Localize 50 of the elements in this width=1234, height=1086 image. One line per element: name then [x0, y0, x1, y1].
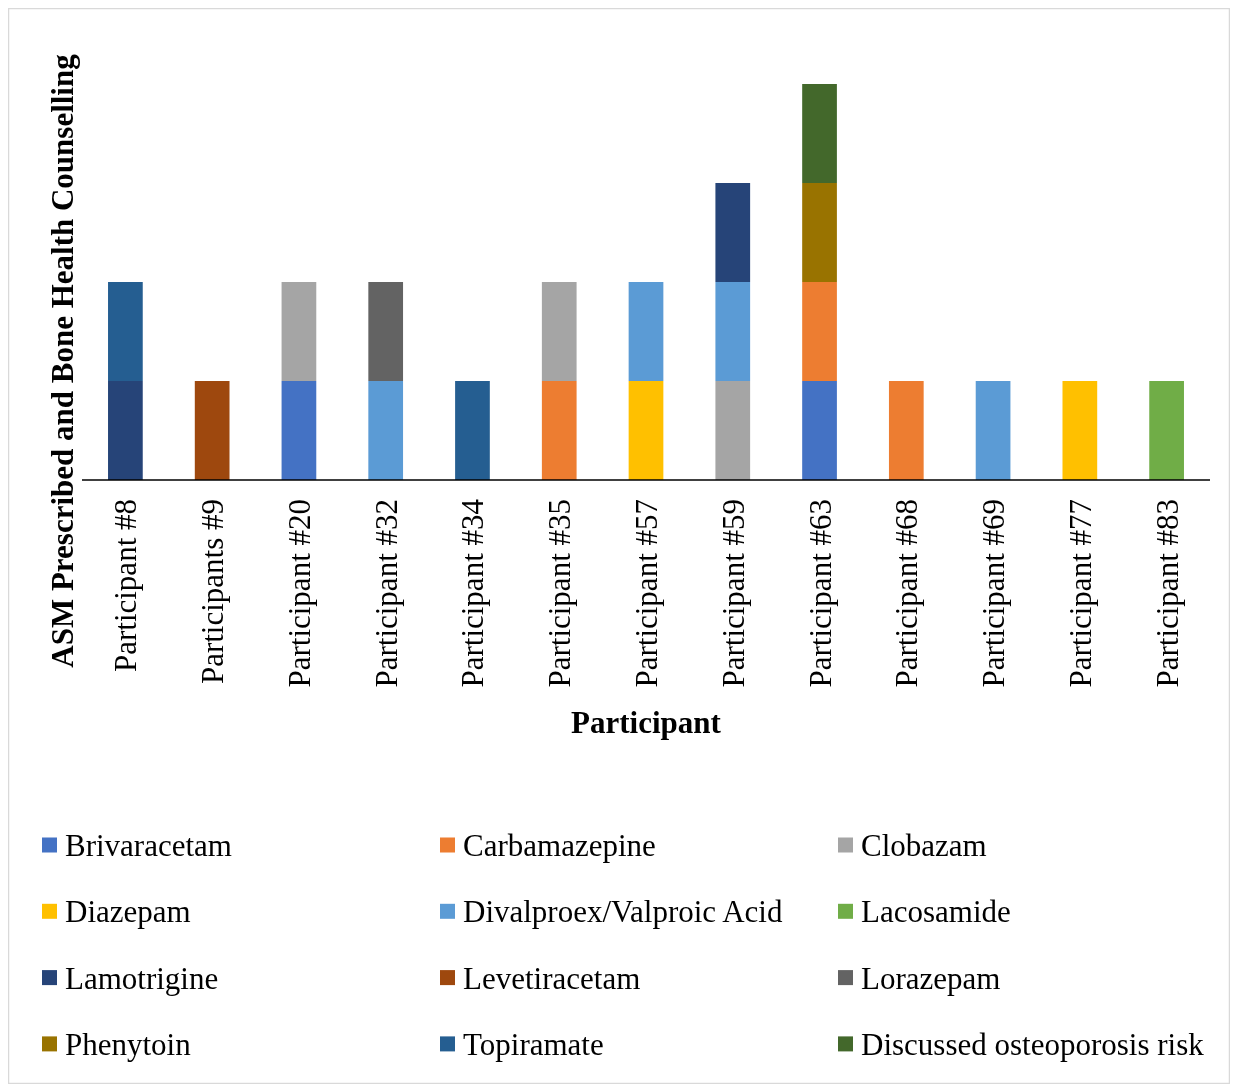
legend-label: Carbamazepine: [463, 827, 656, 863]
bar: [802, 84, 837, 183]
x-tick-label: Participant #35: [541, 499, 577, 688]
x-tick-label: Participant #69: [975, 499, 1011, 688]
x-tick-label: Participant #32: [368, 499, 404, 688]
x-tick-label: Participant #20: [281, 499, 317, 688]
bar: [368, 282, 404, 381]
legend-label: Lamotrigine: [65, 960, 219, 996]
x-tick-label: Participant #8: [107, 499, 143, 673]
bar: [628, 282, 664, 381]
legend-label: Diazepam: [65, 893, 191, 929]
bar: [715, 183, 751, 282]
bar: [802, 183, 837, 282]
bar: [281, 282, 317, 381]
legend-label: Levetiracetam: [463, 960, 641, 996]
x-tick-label: Participant #57: [628, 499, 664, 688]
bar: [1149, 381, 1184, 480]
x-tick-label: Participant #34: [454, 498, 490, 688]
bar: [802, 282, 837, 381]
x-tick-label: Participant #83: [1149, 499, 1185, 688]
bar: [455, 381, 490, 480]
legend-label: Topiramate: [463, 1026, 604, 1062]
legend-label: Divalproex/Valproic Acid: [463, 893, 783, 929]
x-tick-label: Participants #9: [194, 499, 230, 685]
x-tick-label: Participant #68: [888, 499, 924, 688]
bar: [108, 282, 143, 381]
bar: [1062, 381, 1098, 480]
bar: [541, 282, 577, 381]
legend-label: Phenytoin: [65, 1026, 192, 1062]
x-tick-label: Participant #77: [1062, 499, 1098, 688]
x-tick-label: Participant #59: [715, 499, 751, 688]
legend-label: Clobazam: [861, 827, 987, 863]
legend-label: Lorazepam: [861, 960, 1001, 996]
legend-label: Lacosamide: [861, 893, 1011, 929]
legend-label: Brivaracetam: [65, 827, 232, 863]
bar: [108, 381, 143, 480]
bar: [628, 381, 664, 480]
bar: [888, 381, 924, 480]
legend-label: Discussed osteoporosis risk: [861, 1026, 1205, 1062]
bar: [715, 282, 751, 381]
x-axis-title: Participant: [571, 704, 722, 740]
bar: [194, 381, 230, 480]
bar: [368, 381, 404, 480]
bar: [802, 381, 837, 480]
y-axis-title: ASM Prescribed and Bone Health Counselling: [44, 53, 80, 668]
bar: [715, 381, 751, 480]
bar: [975, 381, 1011, 480]
bar: [541, 381, 577, 480]
x-tick-label: Participant #63: [802, 499, 838, 688]
bar: [281, 381, 317, 480]
